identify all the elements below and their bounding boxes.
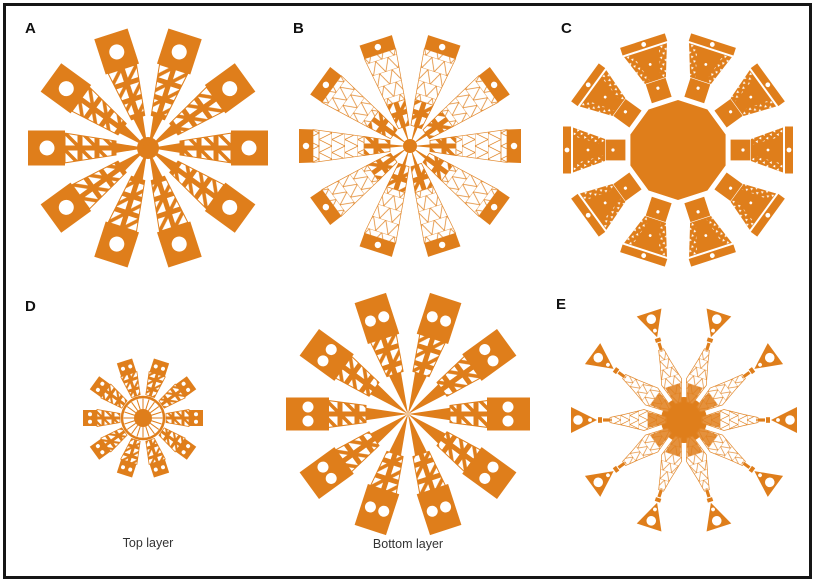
panel-label-e: E: [556, 296, 567, 313]
panel-d-structure: [83, 358, 203, 478]
panel-a-structure: [28, 28, 268, 268]
panel-label-d: D: [25, 298, 37, 315]
caption-top-layer: Top layer: [122, 536, 174, 550]
panel-b-structure: [299, 35, 521, 257]
panel-e-structure: [571, 308, 797, 532]
panel-bottom-structure: [286, 292, 530, 536]
panel-label-c: C: [561, 20, 573, 37]
panel-label-a: A: [25, 20, 37, 37]
panel-c-structure: [563, 33, 793, 267]
caption-bottom-layer: Bottom layer: [372, 537, 444, 551]
panel-label-b: B: [293, 20, 305, 37]
